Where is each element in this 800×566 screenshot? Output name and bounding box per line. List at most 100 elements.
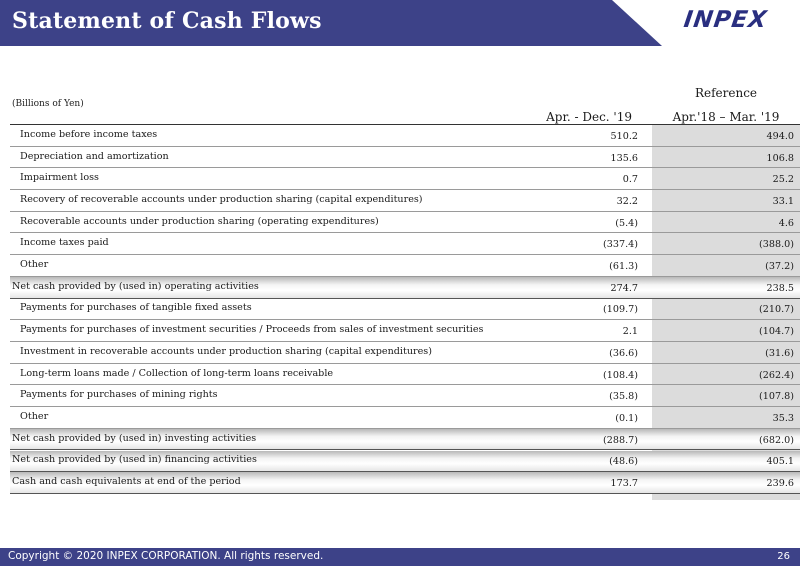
row-divider xyxy=(10,232,800,234)
units-label: (Billions of Yen) xyxy=(12,99,84,109)
row-value-current: (48.6) xyxy=(609,456,638,468)
row-divider xyxy=(10,384,800,386)
table-row: Other (61.3) (37.2) xyxy=(10,255,800,277)
row-value-reference: 25.2 xyxy=(772,174,794,186)
row-value-reference: (682.0) xyxy=(759,434,794,446)
row-divider xyxy=(10,210,800,212)
row-label: Payments for purchases of investment sec… xyxy=(20,324,484,336)
row-label: Net cash provided by (used in) financing… xyxy=(12,454,257,466)
row-divider xyxy=(10,167,800,169)
row-value-current: (109.7) xyxy=(603,304,638,316)
total-row: Net cash provided by (used in) financing… xyxy=(10,450,800,473)
row-divider xyxy=(10,319,800,321)
header-banner-shape xyxy=(0,0,662,46)
row-divider xyxy=(10,145,800,147)
row-label: Net cash provided by (used in) investing… xyxy=(12,432,257,444)
row-value-current: (288.7) xyxy=(603,434,638,446)
row-value-reference: 405.1 xyxy=(766,456,794,468)
row-value-current: 32.2 xyxy=(616,195,638,207)
row-divider xyxy=(10,297,800,299)
row-value-current: (108.4) xyxy=(603,369,638,381)
table-row: Payments for purchases of mining rights (… xyxy=(10,385,800,408)
row-value-current: (36.6) xyxy=(609,347,638,359)
table-row: Payments for purchases of tangible fixed… xyxy=(10,299,800,321)
row-value-reference: 239.6 xyxy=(766,478,794,490)
copyright-text: Copyright © 2020 INPEX CORPORATION. All … xyxy=(8,550,324,562)
row-divider xyxy=(10,189,800,191)
row-value-current: 173.7 xyxy=(610,478,638,490)
row-value-reference: (104.7) xyxy=(759,326,794,338)
total-row-shading xyxy=(10,428,800,451)
total-row-shading xyxy=(10,472,800,494)
table-row: Payments for purchases of investment sec… xyxy=(10,320,800,342)
table-row: Income taxes paid (337.4) (388.0) xyxy=(10,234,800,256)
row-label: Recoverable accounts under production sh… xyxy=(20,215,379,227)
table-top-rule xyxy=(10,124,800,125)
header-bar: Statement of Cash Flows INPEX xyxy=(0,0,800,46)
row-divider xyxy=(10,449,800,451)
row-value-current: (5.4) xyxy=(615,217,638,229)
row-value-reference: 4.6 xyxy=(778,217,794,229)
table-row: Long-term loans made / Collection of lon… xyxy=(10,364,800,386)
row-label: Recovery of recoverable accounts under p… xyxy=(20,193,423,205)
row-value-reference: (210.7) xyxy=(759,304,794,316)
inpex-logo: INPEX xyxy=(682,7,769,33)
row-label: Income taxes paid xyxy=(20,237,109,249)
total-row-shading xyxy=(10,450,800,473)
column-header-current: Apr. - Dec. '19 xyxy=(546,110,632,124)
row-label: Cash and cash equivalents at end of the … xyxy=(12,476,241,488)
row-value-reference: (37.2) xyxy=(765,261,794,273)
row-divider xyxy=(10,427,800,429)
row-label: Payments for purchases of mining rights xyxy=(20,389,218,401)
row-label: Long-term loans made / Collection of lon… xyxy=(20,367,334,379)
row-value-reference: 494.0 xyxy=(766,130,794,142)
row-label: Impairment loss xyxy=(20,172,99,184)
row-value-reference: (262.4) xyxy=(759,369,794,381)
row-value-reference: 33.1 xyxy=(772,195,794,207)
total-row: Net cash provided by (used in) operating… xyxy=(10,276,800,299)
row-value-current: 274.7 xyxy=(610,282,638,294)
row-value-reference: (388.0) xyxy=(759,239,794,251)
row-value-current: (337.4) xyxy=(603,239,638,251)
row-value-current: 510.2 xyxy=(610,130,638,142)
total-row: Net cash provided by (used in) investing… xyxy=(10,428,800,451)
row-value-current: 0.7 xyxy=(622,174,638,186)
row-divider xyxy=(10,275,800,277)
row-value-reference: (31.6) xyxy=(765,347,794,359)
row-label: Other xyxy=(20,410,49,422)
row-value-reference: 106.8 xyxy=(766,152,794,164)
table-row: Investment in recoverable accounts under… xyxy=(10,342,800,364)
row-value-reference: 238.5 xyxy=(766,282,794,294)
table-row: Recovery of recoverable accounts under p… xyxy=(10,190,800,212)
total-row-shading xyxy=(10,276,800,299)
table-row: Income before income taxes 510.2 494.0 xyxy=(10,125,800,147)
reference-label: Reference xyxy=(694,86,758,100)
total-row: Cash and cash equivalents at end of the … xyxy=(10,472,800,494)
row-label: Income before income taxes xyxy=(20,128,158,140)
row-label: Depreciation and amortization xyxy=(20,150,169,162)
footer-bar: Copyright © 2020 INPEX CORPORATION. All … xyxy=(0,548,800,566)
table-row: Depreciation and amortization 135.6 106.8 xyxy=(10,147,800,169)
row-divider xyxy=(10,492,800,494)
row-label: Net cash provided by (used in) operating… xyxy=(12,280,259,292)
page-title: Statement of Cash Flows xyxy=(12,8,322,34)
row-value-current: (0.1) xyxy=(615,412,638,424)
table-row: Recoverable accounts under production sh… xyxy=(10,212,800,234)
row-value-current: 2.1 xyxy=(622,326,638,338)
column-header-reference: Apr.'18 – Mar. '19 xyxy=(672,110,780,124)
row-divider xyxy=(10,362,800,364)
row-divider xyxy=(10,254,800,256)
table-row: Impairment loss 0.7 25.2 xyxy=(10,168,800,191)
row-divider xyxy=(10,340,800,342)
row-value-current: 135.6 xyxy=(610,152,638,164)
row-label: Other xyxy=(20,259,49,271)
table-row: Other (0.1) 35.3 xyxy=(10,407,800,429)
row-value-current: (35.8) xyxy=(609,391,638,403)
row-label: Investment in recoverable accounts under… xyxy=(20,345,432,357)
row-label: Payments for purchases of tangible fixed… xyxy=(20,302,252,314)
row-value-reference: (107.8) xyxy=(759,391,794,403)
row-divider xyxy=(10,406,800,408)
row-value-reference: 35.3 xyxy=(772,412,794,424)
row-divider xyxy=(10,471,800,473)
page-number: 26 xyxy=(777,551,790,562)
